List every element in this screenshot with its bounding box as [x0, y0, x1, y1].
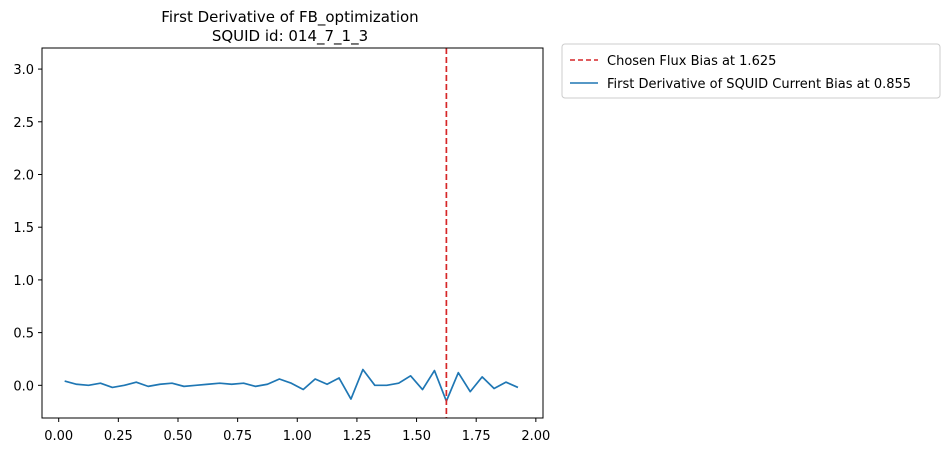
y-tick-label: 2.5	[13, 116, 34, 131]
x-tick-label: 1.50	[402, 429, 431, 444]
y-tick-label: 0.5	[13, 327, 34, 342]
x-tick-label: 1.75	[462, 429, 491, 444]
y-tick-label: 3.0	[13, 63, 34, 78]
x-tick-label: 0.50	[164, 429, 193, 444]
chart-subtitle: SQUID id: 014_7_1_3	[212, 27, 368, 46]
series-line	[64, 368, 519, 402]
x-tick-label: 1.25	[342, 429, 371, 444]
legend-label-vline: Chosen Flux Bias at 1.625	[607, 54, 776, 69]
x-tick-label: 1.00	[283, 429, 312, 444]
axes-frame	[41, 47, 544, 419]
chart-title: First Derivative of FB_optimization	[161, 8, 418, 27]
legend-label-series: First Derivative of SQUID Current Bias a…	[607, 77, 911, 92]
y-tick-label: 1.5	[13, 221, 34, 236]
x-tick-label: 0.75	[223, 429, 252, 444]
x-tick-label: 2.00	[521, 429, 550, 444]
plot-area: 0.00 0.25 0.50 0.75 1.00 1.25 1.50 1.75 2.00 0.0 0…	[13, 47, 550, 444]
y-tick-label: 1.0	[13, 274, 34, 289]
legend-frame	[561, 43, 941, 99]
x-tick-label: 0.25	[104, 429, 133, 444]
x-tick-label: 0.00	[44, 429, 73, 444]
legend: Chosen Flux Bias at 1.625 First Derivati…	[561, 43, 941, 99]
y-tick-label: 0.0	[13, 379, 34, 394]
y-tick-label: 2.0	[13, 168, 34, 183]
